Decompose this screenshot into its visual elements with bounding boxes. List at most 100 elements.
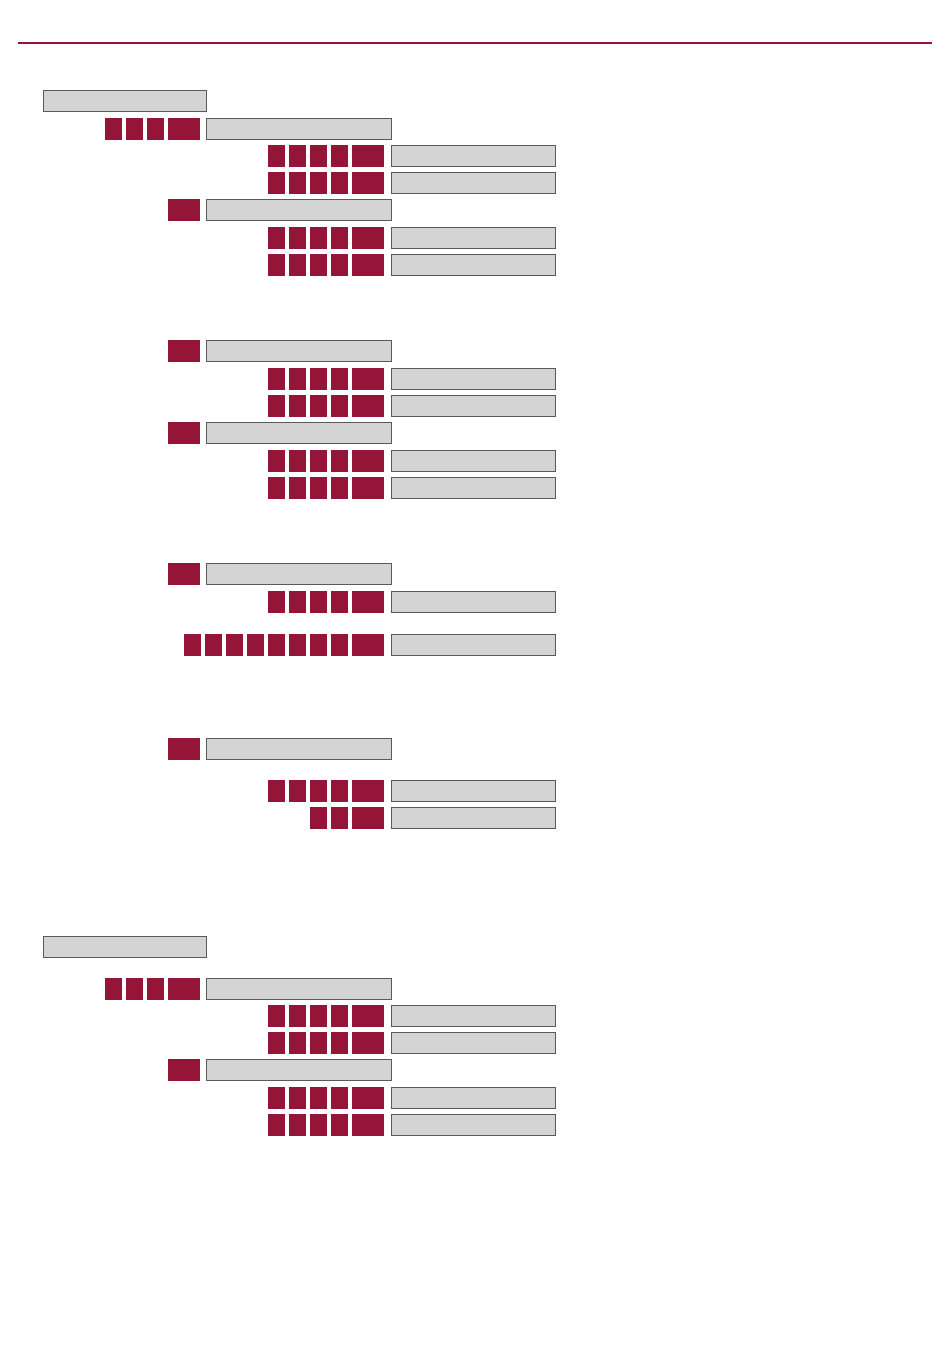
indent-marker	[289, 591, 306, 613]
indent-marker	[352, 1032, 384, 1054]
indent-marker	[147, 118, 164, 140]
indent-marker	[168, 738, 200, 760]
indent-marker	[352, 254, 384, 276]
indent-marker	[168, 978, 200, 1000]
indent-marker	[310, 145, 327, 167]
indent-marker	[268, 1032, 285, 1054]
tree-node	[391, 591, 556, 613]
indent-marker	[289, 145, 306, 167]
tree-node	[206, 563, 392, 585]
indent-marker	[331, 145, 348, 167]
indent-marker	[247, 634, 264, 656]
indent-marker	[268, 634, 285, 656]
indent-marker	[268, 477, 285, 499]
tree-node	[391, 395, 556, 417]
tree-node	[391, 1032, 556, 1054]
indent-marker	[168, 199, 200, 221]
indent-marker	[352, 477, 384, 499]
indent-marker	[352, 227, 384, 249]
tree-node	[391, 1114, 556, 1136]
tree-node	[391, 1087, 556, 1109]
indent-marker	[310, 780, 327, 802]
tree-node	[43, 936, 207, 958]
tree-node	[391, 780, 556, 802]
indent-marker	[352, 368, 384, 390]
tree-node	[391, 1005, 556, 1027]
indent-marker	[268, 172, 285, 194]
indent-marker	[331, 368, 348, 390]
indent-marker	[331, 227, 348, 249]
indent-marker	[268, 1087, 285, 1109]
tree-node	[43, 90, 207, 112]
tree-node	[206, 199, 392, 221]
indent-marker	[105, 118, 122, 140]
indent-marker	[352, 172, 384, 194]
indent-marker	[105, 978, 122, 1000]
indent-marker	[352, 1087, 384, 1109]
tree-node	[391, 634, 556, 656]
indent-marker	[331, 780, 348, 802]
indent-marker	[310, 172, 327, 194]
indent-marker	[268, 227, 285, 249]
tree-node	[206, 118, 392, 140]
indent-marker	[352, 395, 384, 417]
tree-node	[206, 422, 392, 444]
indent-marker	[310, 1114, 327, 1136]
indent-marker	[268, 780, 285, 802]
indent-marker	[310, 634, 327, 656]
indent-marker	[310, 807, 327, 829]
indent-marker	[168, 340, 200, 362]
indent-marker	[168, 422, 200, 444]
indent-marker	[331, 591, 348, 613]
indent-marker	[331, 254, 348, 276]
tree-node	[391, 477, 556, 499]
indent-marker	[331, 1114, 348, 1136]
indent-marker	[310, 1032, 327, 1054]
indent-marker	[184, 634, 201, 656]
indent-marker	[205, 634, 222, 656]
indent-marker	[331, 1032, 348, 1054]
indent-marker	[331, 450, 348, 472]
indent-marker	[289, 368, 306, 390]
indent-marker	[352, 591, 384, 613]
indent-marker	[289, 450, 306, 472]
indent-marker	[331, 634, 348, 656]
indent-marker	[168, 118, 200, 140]
indent-marker	[331, 807, 348, 829]
indent-marker	[331, 1087, 348, 1109]
indent-marker	[268, 591, 285, 613]
indent-marker	[168, 563, 200, 585]
indent-marker	[310, 1087, 327, 1109]
indent-marker	[147, 978, 164, 1000]
indent-marker	[310, 450, 327, 472]
indent-marker	[126, 118, 143, 140]
indent-marker	[226, 634, 243, 656]
tree-node	[391, 172, 556, 194]
indent-marker	[289, 172, 306, 194]
indent-marker	[331, 395, 348, 417]
indent-marker	[310, 477, 327, 499]
tree-node	[206, 978, 392, 1000]
indent-marker	[352, 807, 384, 829]
tree-node	[391, 807, 556, 829]
indent-marker	[289, 395, 306, 417]
indent-marker	[289, 1087, 306, 1109]
indent-marker	[289, 1032, 306, 1054]
indent-marker	[352, 1114, 384, 1136]
tree-node	[206, 1059, 392, 1081]
indent-marker	[268, 395, 285, 417]
indent-marker	[352, 450, 384, 472]
indent-marker	[289, 1114, 306, 1136]
indent-marker	[289, 1005, 306, 1027]
indent-marker	[310, 254, 327, 276]
indent-marker	[168, 1059, 200, 1081]
indent-marker	[331, 477, 348, 499]
indent-marker	[268, 368, 285, 390]
tree-node	[391, 145, 556, 167]
indent-marker	[268, 1005, 285, 1027]
indent-marker	[310, 591, 327, 613]
indent-marker	[352, 145, 384, 167]
indent-marker	[268, 254, 285, 276]
